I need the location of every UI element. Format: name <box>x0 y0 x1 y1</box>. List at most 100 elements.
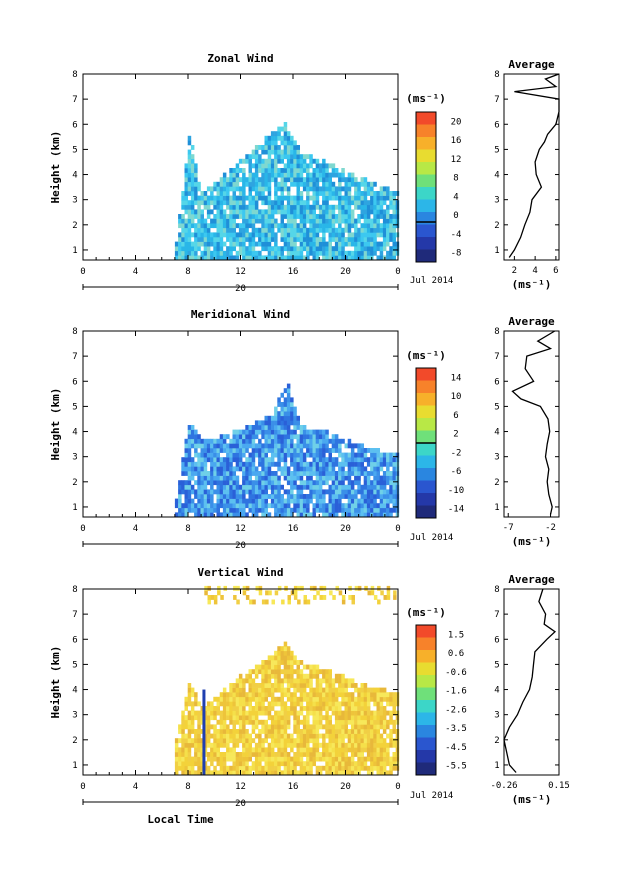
heatmap-cell <box>203 191 208 196</box>
heatmap-cell <box>354 200 358 206</box>
heatmap-cell <box>286 383 291 389</box>
heatmap-cell <box>366 756 371 762</box>
heatmap-cell <box>210 733 214 739</box>
heatmap-cell <box>258 154 262 160</box>
heatmap-cell <box>373 232 377 238</box>
heatmap-cell <box>254 425 259 430</box>
heatmap-cell <box>238 241 243 247</box>
heatmap-cell <box>357 191 361 196</box>
heatmap-cell <box>216 710 220 716</box>
heatmap-cell <box>187 218 192 224</box>
heatmap-cell <box>376 765 380 771</box>
heatmap-cell <box>187 475 192 481</box>
heatmap-cell <box>363 498 368 504</box>
heatmap-cell <box>395 241 400 247</box>
heatmap-cell <box>245 475 249 481</box>
heatmap-cell <box>395 498 400 504</box>
heatmap-cell <box>306 181 310 187</box>
heatmap-cell <box>264 480 268 486</box>
heatmap-cell <box>296 420 300 426</box>
heatmap-cell <box>245 770 249 776</box>
heatmap-cell <box>267 149 272 155</box>
heatmap-cell <box>235 678 240 684</box>
heatmap-cell <box>222 241 227 247</box>
heatmap-cell <box>274 232 278 238</box>
heatmap-cell <box>226 489 230 495</box>
heatmap-cell <box>341 673 345 679</box>
heatmap-cell <box>328 678 332 684</box>
heatmap-cell <box>357 466 361 472</box>
heatmap-cell <box>338 678 342 684</box>
heatmap-cell <box>277 664 281 670</box>
heatmap-cell <box>277 738 281 744</box>
heatmap-cell <box>363 489 368 495</box>
heatmap-cell <box>174 250 179 256</box>
heatmap-cell <box>178 724 182 730</box>
heatmap-cell <box>286 448 291 453</box>
heatmap-cell <box>395 765 400 771</box>
heatmap-cell <box>213 214 217 219</box>
heatmap-cell <box>232 752 236 757</box>
heatmap-cell <box>200 452 204 458</box>
heatmap-cell <box>296 660 300 665</box>
heatmap-cell <box>261 752 265 757</box>
heatmap-cell <box>293 724 297 730</box>
heatmap-cell <box>344 733 348 739</box>
heatmap-cell <box>373 250 377 256</box>
heatmap-cell <box>331 475 336 481</box>
heatmap-cell <box>235 484 240 490</box>
heatmap-cell <box>267 237 272 242</box>
heatmap-cell <box>222 186 227 192</box>
heatmap-cell <box>210 186 214 192</box>
heatmap-cell <box>360 761 364 767</box>
heatmap-cell <box>389 204 393 210</box>
heatmap-cell <box>274 475 278 481</box>
heatmap-cell <box>274 752 278 757</box>
colorbar-segment <box>416 443 436 456</box>
heatmap-cell <box>222 724 227 730</box>
heatmap-cell <box>360 255 364 261</box>
heatmap-cell <box>197 733 201 739</box>
heatmap-cell <box>190 204 195 210</box>
heatmap-cell <box>194 512 198 518</box>
heatmap-cell <box>325 429 329 435</box>
heatmap-cell <box>325 434 329 440</box>
heatmap-cell <box>347 678 352 684</box>
heatmap-cell <box>194 448 198 453</box>
heatmap-cell <box>382 209 387 215</box>
heatmap-cell <box>348 585 352 591</box>
heatmap-cell <box>366 503 371 509</box>
heatmap-cell <box>360 237 364 242</box>
heatmap-cell <box>299 678 304 684</box>
heatmap-cell <box>238 246 243 252</box>
heatmap-cell <box>318 710 323 716</box>
heatmap-cell <box>267 420 272 426</box>
heatmap-cell <box>382 752 387 757</box>
heatmap-cell <box>341 687 345 693</box>
heatmap-cell <box>344 696 348 702</box>
heatmap-cell <box>261 471 265 476</box>
heatmap-cell <box>274 163 278 169</box>
heatmap-cell <box>322 250 326 256</box>
heatmap-cell <box>235 200 240 206</box>
heatmap-cell <box>379 742 384 748</box>
heatmap-cell <box>334 738 339 744</box>
heatmap-cell <box>386 452 390 458</box>
heatmap-cell <box>373 752 377 757</box>
heatmap-cell <box>341 599 346 605</box>
heatmap-cell <box>248 246 252 252</box>
heatmap-cell <box>242 494 246 499</box>
heatmap-cell <box>274 195 278 201</box>
heatmap-cell <box>357 241 361 247</box>
heatmap-cell <box>306 200 310 206</box>
heatmap-cell <box>178 729 182 734</box>
heatmap-cell <box>389 738 393 744</box>
heatmap-cell <box>286 429 291 435</box>
heatmap-cell <box>251 223 256 229</box>
heatmap-cell <box>315 443 320 449</box>
heatmap-cell <box>238 434 243 440</box>
heatmap-cell <box>382 724 387 730</box>
heatmap-cell <box>389 507 393 513</box>
colorbar-segment <box>416 368 436 381</box>
heatmap-cell <box>184 457 188 463</box>
